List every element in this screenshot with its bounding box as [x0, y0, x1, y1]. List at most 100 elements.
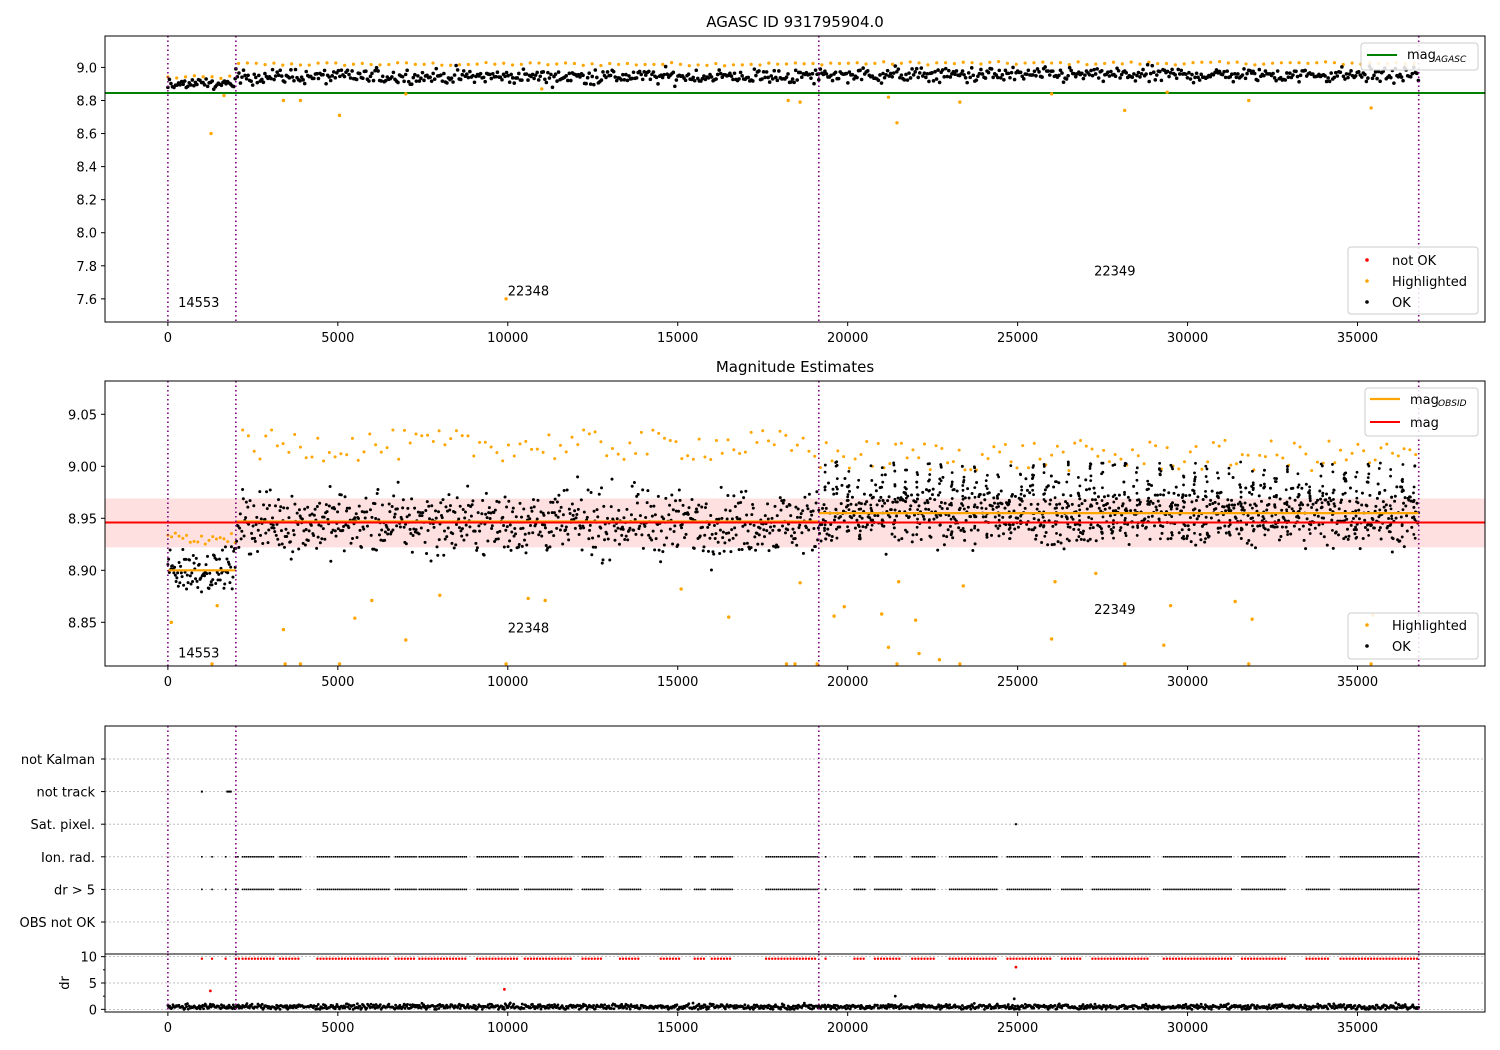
ok-point	[487, 72, 492, 77]
flag-point	[500, 888, 503, 891]
ok-point	[861, 66, 865, 70]
flag-point	[568, 856, 571, 858]
ok-point	[911, 73, 916, 77]
flag-point	[407, 888, 409, 891]
highlighted-point	[572, 61, 577, 66]
flag-point	[635, 856, 638, 858]
ok-point	[824, 72, 829, 76]
flag-point	[1165, 856, 1167, 858]
ok-point	[637, 527, 641, 531]
ok-point	[435, 1007, 438, 1011]
ok-point	[729, 74, 734, 78]
ok-point	[595, 508, 599, 512]
ok-point	[662, 517, 666, 521]
highlighted-point	[281, 63, 285, 67]
flag-point	[1376, 888, 1379, 891]
ok-point	[497, 500, 501, 504]
ok-point	[1123, 531, 1127, 535]
ok-point	[671, 508, 675, 512]
highlighted-point	[714, 61, 718, 66]
ok-point	[883, 501, 887, 505]
ok-point	[1316, 498, 1320, 502]
flag-point	[1400, 856, 1403, 858]
highlighted-point	[605, 454, 609, 458]
ok-point	[587, 71, 591, 76]
ok-point	[192, 83, 196, 88]
ok-point	[387, 1002, 391, 1006]
ok-point	[1367, 464, 1371, 468]
ok-point	[364, 496, 368, 500]
ok-point	[973, 486, 977, 490]
flag-point	[727, 856, 729, 858]
ok-point	[186, 1002, 189, 1005]
flag-point	[256, 888, 258, 891]
ok-point	[409, 531, 413, 535]
flag-point	[1077, 888, 1079, 891]
flag-point	[1388, 888, 1391, 891]
ok-point	[863, 502, 867, 506]
flag-point	[1249, 856, 1251, 858]
ok-point	[278, 509, 282, 513]
ok-point	[983, 498, 987, 502]
ok-point	[995, 494, 999, 498]
ok-point	[870, 496, 874, 500]
ok-point	[179, 571, 183, 575]
ok-point	[551, 500, 555, 504]
highlighted-point	[272, 61, 276, 65]
ok-point	[647, 69, 651, 74]
flag-point	[1122, 856, 1124, 858]
ok-point	[737, 77, 741, 81]
flag-point	[1374, 856, 1377, 858]
highlighted-point	[723, 64, 727, 68]
ok-point	[191, 553, 195, 557]
ok-point	[910, 67, 914, 71]
ok-point	[214, 557, 218, 561]
highlighted-point	[807, 449, 811, 453]
ok-point	[1180, 528, 1184, 532]
highlighted-point	[1094, 62, 1098, 66]
flag-point	[566, 888, 569, 891]
flag-point	[971, 856, 973, 858]
ok-point	[996, 473, 1000, 477]
ok-point	[582, 526, 586, 530]
ok-point	[434, 516, 438, 520]
flag-point	[882, 856, 884, 858]
ok-point	[517, 71, 521, 76]
ok-point	[1389, 75, 1393, 80]
highlighted-point	[886, 645, 891, 649]
ok-point	[903, 480, 907, 484]
flag-point	[506, 856, 509, 858]
ok-point	[178, 82, 182, 87]
x-tick-label: 10000	[487, 331, 528, 346]
ok-point	[1041, 515, 1045, 519]
flag-point	[1315, 856, 1318, 858]
ok-point	[529, 506, 533, 510]
ok-point	[1355, 489, 1358, 493]
ok-point	[642, 70, 647, 74]
ok-point	[833, 515, 837, 519]
ok-point	[835, 477, 839, 481]
ok-point	[927, 489, 931, 493]
highlighted-point	[200, 534, 204, 538]
flag-point	[526, 856, 528, 858]
highlighted-point	[298, 662, 303, 666]
highlighted-point	[1306, 61, 1310, 65]
ok-point	[963, 538, 967, 542]
ok-point	[858, 68, 862, 73]
highlighted-point	[495, 451, 499, 455]
ok-point	[914, 66, 919, 71]
highlighted-point	[1270, 61, 1275, 65]
flag-point	[802, 888, 804, 891]
highlighted-point	[679, 587, 683, 591]
ok-point	[1087, 73, 1092, 77]
flag-point	[888, 888, 890, 891]
ok-point	[691, 75, 695, 80]
flag-point	[767, 888, 769, 891]
ok-point	[950, 471, 954, 475]
flag-point	[863, 888, 866, 891]
ok-point	[973, 466, 977, 470]
ok-point	[1412, 532, 1416, 536]
ok-point	[512, 1002, 516, 1006]
ok-point	[716, 540, 720, 544]
ok-point	[1184, 494, 1188, 498]
